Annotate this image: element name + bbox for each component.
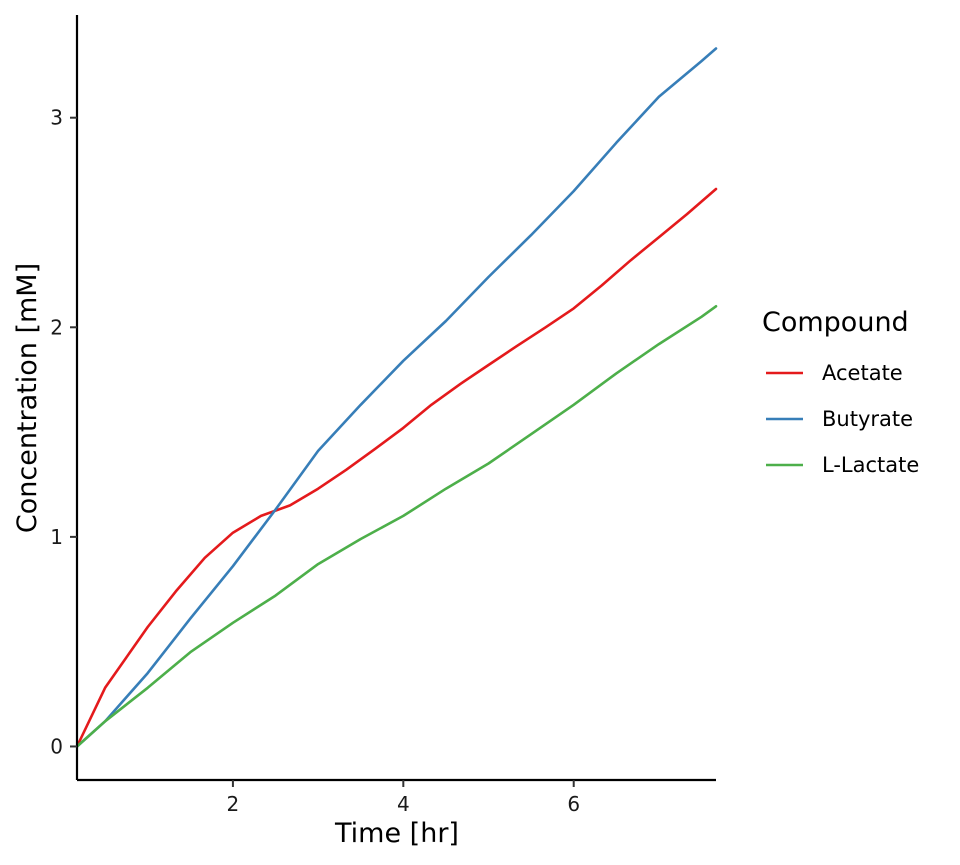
legend-title: Compound (762, 307, 909, 338)
y-tick-label: 3 (50, 106, 63, 130)
series-line-butyrate (75, 47, 718, 748)
plot-lines (75, 47, 718, 748)
y-tick-label: 1 (50, 525, 63, 549)
x-axis-ticks: 2 4 6 (227, 780, 580, 816)
y-axis-ticks: 0 1 2 3 (50, 106, 77, 758)
legend-label-l-lactate: L-Lactate (822, 453, 919, 477)
series-line-l-lactate (75, 304, 718, 748)
y-tick-label: 2 (50, 315, 63, 339)
x-tick-label: 4 (397, 792, 410, 816)
x-axis-title: Time [hr] (334, 818, 459, 849)
y-tick-label: 0 (50, 734, 63, 758)
series-line-acetate (75, 187, 718, 748)
x-tick-label: 6 (567, 792, 580, 816)
x-tick-label: 2 (227, 792, 240, 816)
legend-label-acetate: Acetate (822, 361, 903, 385)
legend-label-butyrate: Butyrate (822, 407, 913, 431)
legend: Compound Acetate Butyrate L-Lactate (762, 307, 919, 477)
y-axis-title: Concentration [mM] (12, 263, 43, 533)
